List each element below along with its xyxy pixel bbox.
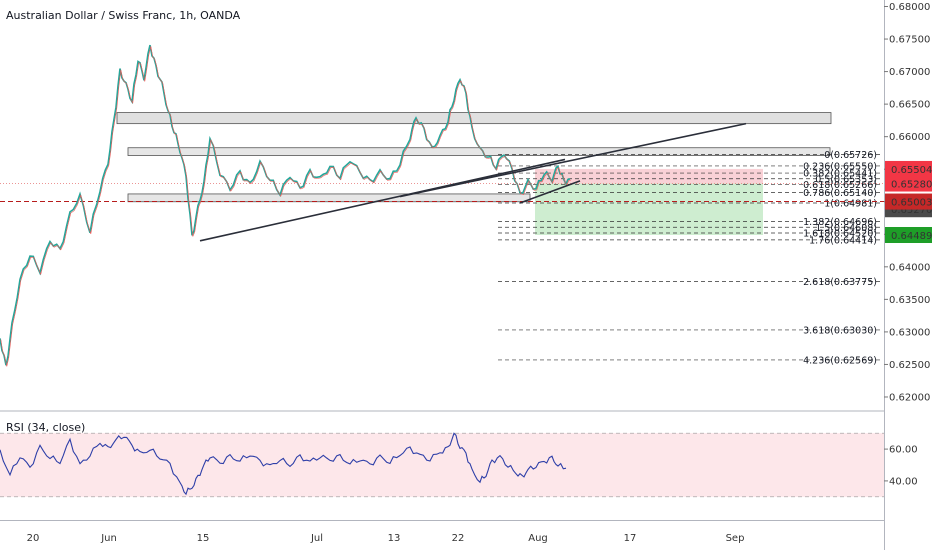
price-label-text: 0.64489 (891, 231, 932, 242)
rsi-tick-label: 40.00 (889, 476, 918, 487)
price-label-box (885, 227, 932, 244)
price-tick-label: 0.67000 (889, 67, 930, 78)
resistance-zone (116, 112, 832, 125)
short-trendline (519, 180, 581, 204)
time-tick-label: Jul (310, 533, 323, 544)
rsi-label: RSI (34, close) (6, 421, 85, 434)
fib-level-label: 1.382(0.64696) (803, 217, 877, 228)
price-tick-label: 0.63000 (889, 327, 930, 338)
price-tick-label: 0.62000 (889, 392, 930, 403)
price-tick-label: 0.67500 (889, 35, 930, 46)
time-tick-label: Aug (528, 533, 548, 544)
chart-title: Australian Dollar / Swiss Franc, 1h, OAN… (6, 9, 241, 22)
fib-level-label: 4.236(0.62569) (803, 355, 877, 366)
fib-level-label: 0.236(0.65550) (803, 161, 877, 172)
fib-level-label: 0.786(0.65140) (803, 188, 877, 199)
time-tick-label: 20 (27, 533, 40, 544)
time-tick-label: Jun (100, 533, 117, 544)
price-tick-label: 0.62500 (889, 360, 930, 371)
time-tick-label: 17 (624, 533, 637, 544)
fib-level-label: 0(0.65726) (824, 150, 877, 161)
fib-level-label: 0.5(0.65353) (815, 174, 877, 185)
stop-loss-zone (535, 168, 763, 184)
time-tick-label: 22 (452, 533, 465, 544)
price-tick-label: 0.64000 (889, 262, 930, 273)
price-series-shadow (0, 46, 571, 367)
fib-level-label: 1.5(0.64608) (815, 223, 877, 234)
price-tick-label: 0.68000 (889, 2, 930, 13)
time-tick-label: 13 (388, 533, 401, 544)
price-tick-label: 0.66500 (889, 100, 930, 111)
price-label-box (885, 175, 932, 192)
fib-level-label: 1.618(0.64520) (803, 228, 877, 239)
price-tick-label: 0.63500 (889, 295, 930, 306)
price-label-text: 0.65003 (891, 198, 932, 209)
time-tick-label: 15 (197, 533, 210, 544)
fib-level-label: 2.618(0.63775) (803, 277, 877, 288)
fib-level-label: 1(0.64981) (824, 198, 877, 209)
price-label-box (885, 193, 932, 210)
fib-level-label: 0.618(0.65266) (803, 180, 877, 191)
price-tick-label: 0.66000 (889, 132, 930, 143)
price-label-text: 0.65280 (891, 180, 932, 191)
price-label-box (885, 160, 932, 177)
rsi-band (0, 433, 884, 497)
rsi-tick-label: 60.00 (889, 445, 918, 456)
fib-level-label: 3.618(0.63030) (803, 325, 877, 336)
fib-level-label: 0.382(0.65441) (803, 169, 877, 180)
support-trendline (199, 158, 566, 242)
fib-level-label: 1.76(0.64414) (809, 235, 877, 246)
price-axis[interactable] (884, 0, 932, 550)
time-tick-label: Sep (726, 533, 745, 544)
take-profit-zone (535, 183, 763, 236)
rsi-series (0, 432, 567, 496)
rising-trendline (399, 122, 747, 198)
price-label-text: 0.65270 (891, 205, 932, 216)
price-label-text: 0.65504 (891, 165, 932, 176)
